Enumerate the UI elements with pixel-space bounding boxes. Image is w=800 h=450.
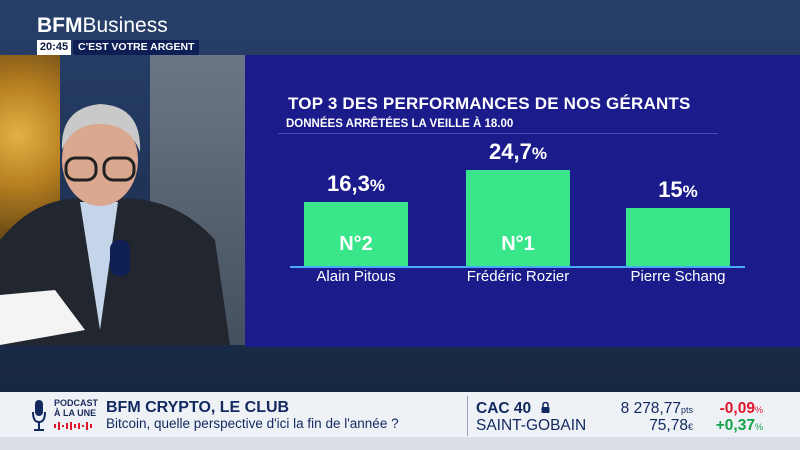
title-divider [278, 133, 718, 134]
bar-value-suffix: % [682, 181, 698, 201]
channel-logo: BFMBusiness [37, 14, 168, 38]
stock-name: SAINT-GOBAIN [476, 417, 587, 434]
stock-change-unit: % [754, 422, 763, 432]
logo-business-text: Business [82, 14, 168, 37]
clock: 20:45 [37, 40, 71, 55]
stock-value-unit: pts [680, 405, 693, 415]
bar-value-number: 24,7 [489, 138, 532, 164]
stock-change: +0,37% [716, 417, 763, 435]
stock-change-number: +0,37 [715, 417, 755, 434]
stock-change: -0,09% [720, 400, 763, 418]
chart-subtitle: DONNÉES ARRÊTÉES LA VEILLE À 18.00 [286, 118, 514, 130]
bar [304, 202, 408, 266]
bar-value-number: 16,3 [327, 171, 370, 197]
stock-value-number: 8 278,77 [620, 400, 681, 417]
category-label: Alain Pitous [316, 268, 396, 285]
bar [626, 207, 730, 266]
presenter-image [0, 104, 230, 345]
sound-wave-icon [54, 422, 92, 430]
bar-value-label: 15% [626, 177, 730, 203]
microphone-icon [32, 400, 46, 431]
stock-change-number: -0,09 [719, 400, 755, 417]
podcast-line1: PODCAST [54, 398, 99, 408]
stock-value: 75,78€ [649, 417, 693, 435]
stock-value-number: 75,78 [649, 417, 688, 434]
stock-change-unit: % [754, 405, 763, 415]
lock-icon [541, 402, 550, 413]
category-label: Pierre Schang [630, 268, 726, 285]
bar-value-label: 16,3% [304, 171, 408, 197]
stock-value-unit: € [687, 422, 693, 432]
bar-value-suffix: % [369, 176, 385, 196]
stock-value: 8 278,77pts [621, 400, 693, 418]
category-label: Frédéric Rozier [466, 268, 570, 285]
program-slogan: C'EST VOTRE ARGENT [73, 40, 200, 55]
show-title: BFM CRYPTO, LE CLUB [106, 399, 290, 416]
ticker-bottom-strip [0, 437, 800, 450]
ticker-divider [467, 396, 468, 436]
chart-baseline [290, 266, 745, 268]
bar-value-label: 24,7% [466, 139, 570, 165]
chart-title: TOP 3 DES PERFORMANCES DE NOS GÉRANTS [288, 94, 691, 113]
show-subtitle: Bitcoin, quelle perspective d'ici la fin… [106, 416, 399, 431]
bar-value-number: 15 [658, 176, 683, 202]
podcast-label: PODCAST À LA UNE [54, 398, 98, 418]
bar-rank-label: N°1 [501, 233, 535, 255]
logo-bfm-text: BFM [37, 14, 83, 37]
bar-rank-label: N°2 [339, 233, 373, 255]
stock-name: CAC 40 [476, 400, 532, 417]
bar [466, 169, 570, 266]
podcast-line2: À LA UNE [54, 408, 97, 418]
bar-value-suffix: % [531, 143, 547, 163]
